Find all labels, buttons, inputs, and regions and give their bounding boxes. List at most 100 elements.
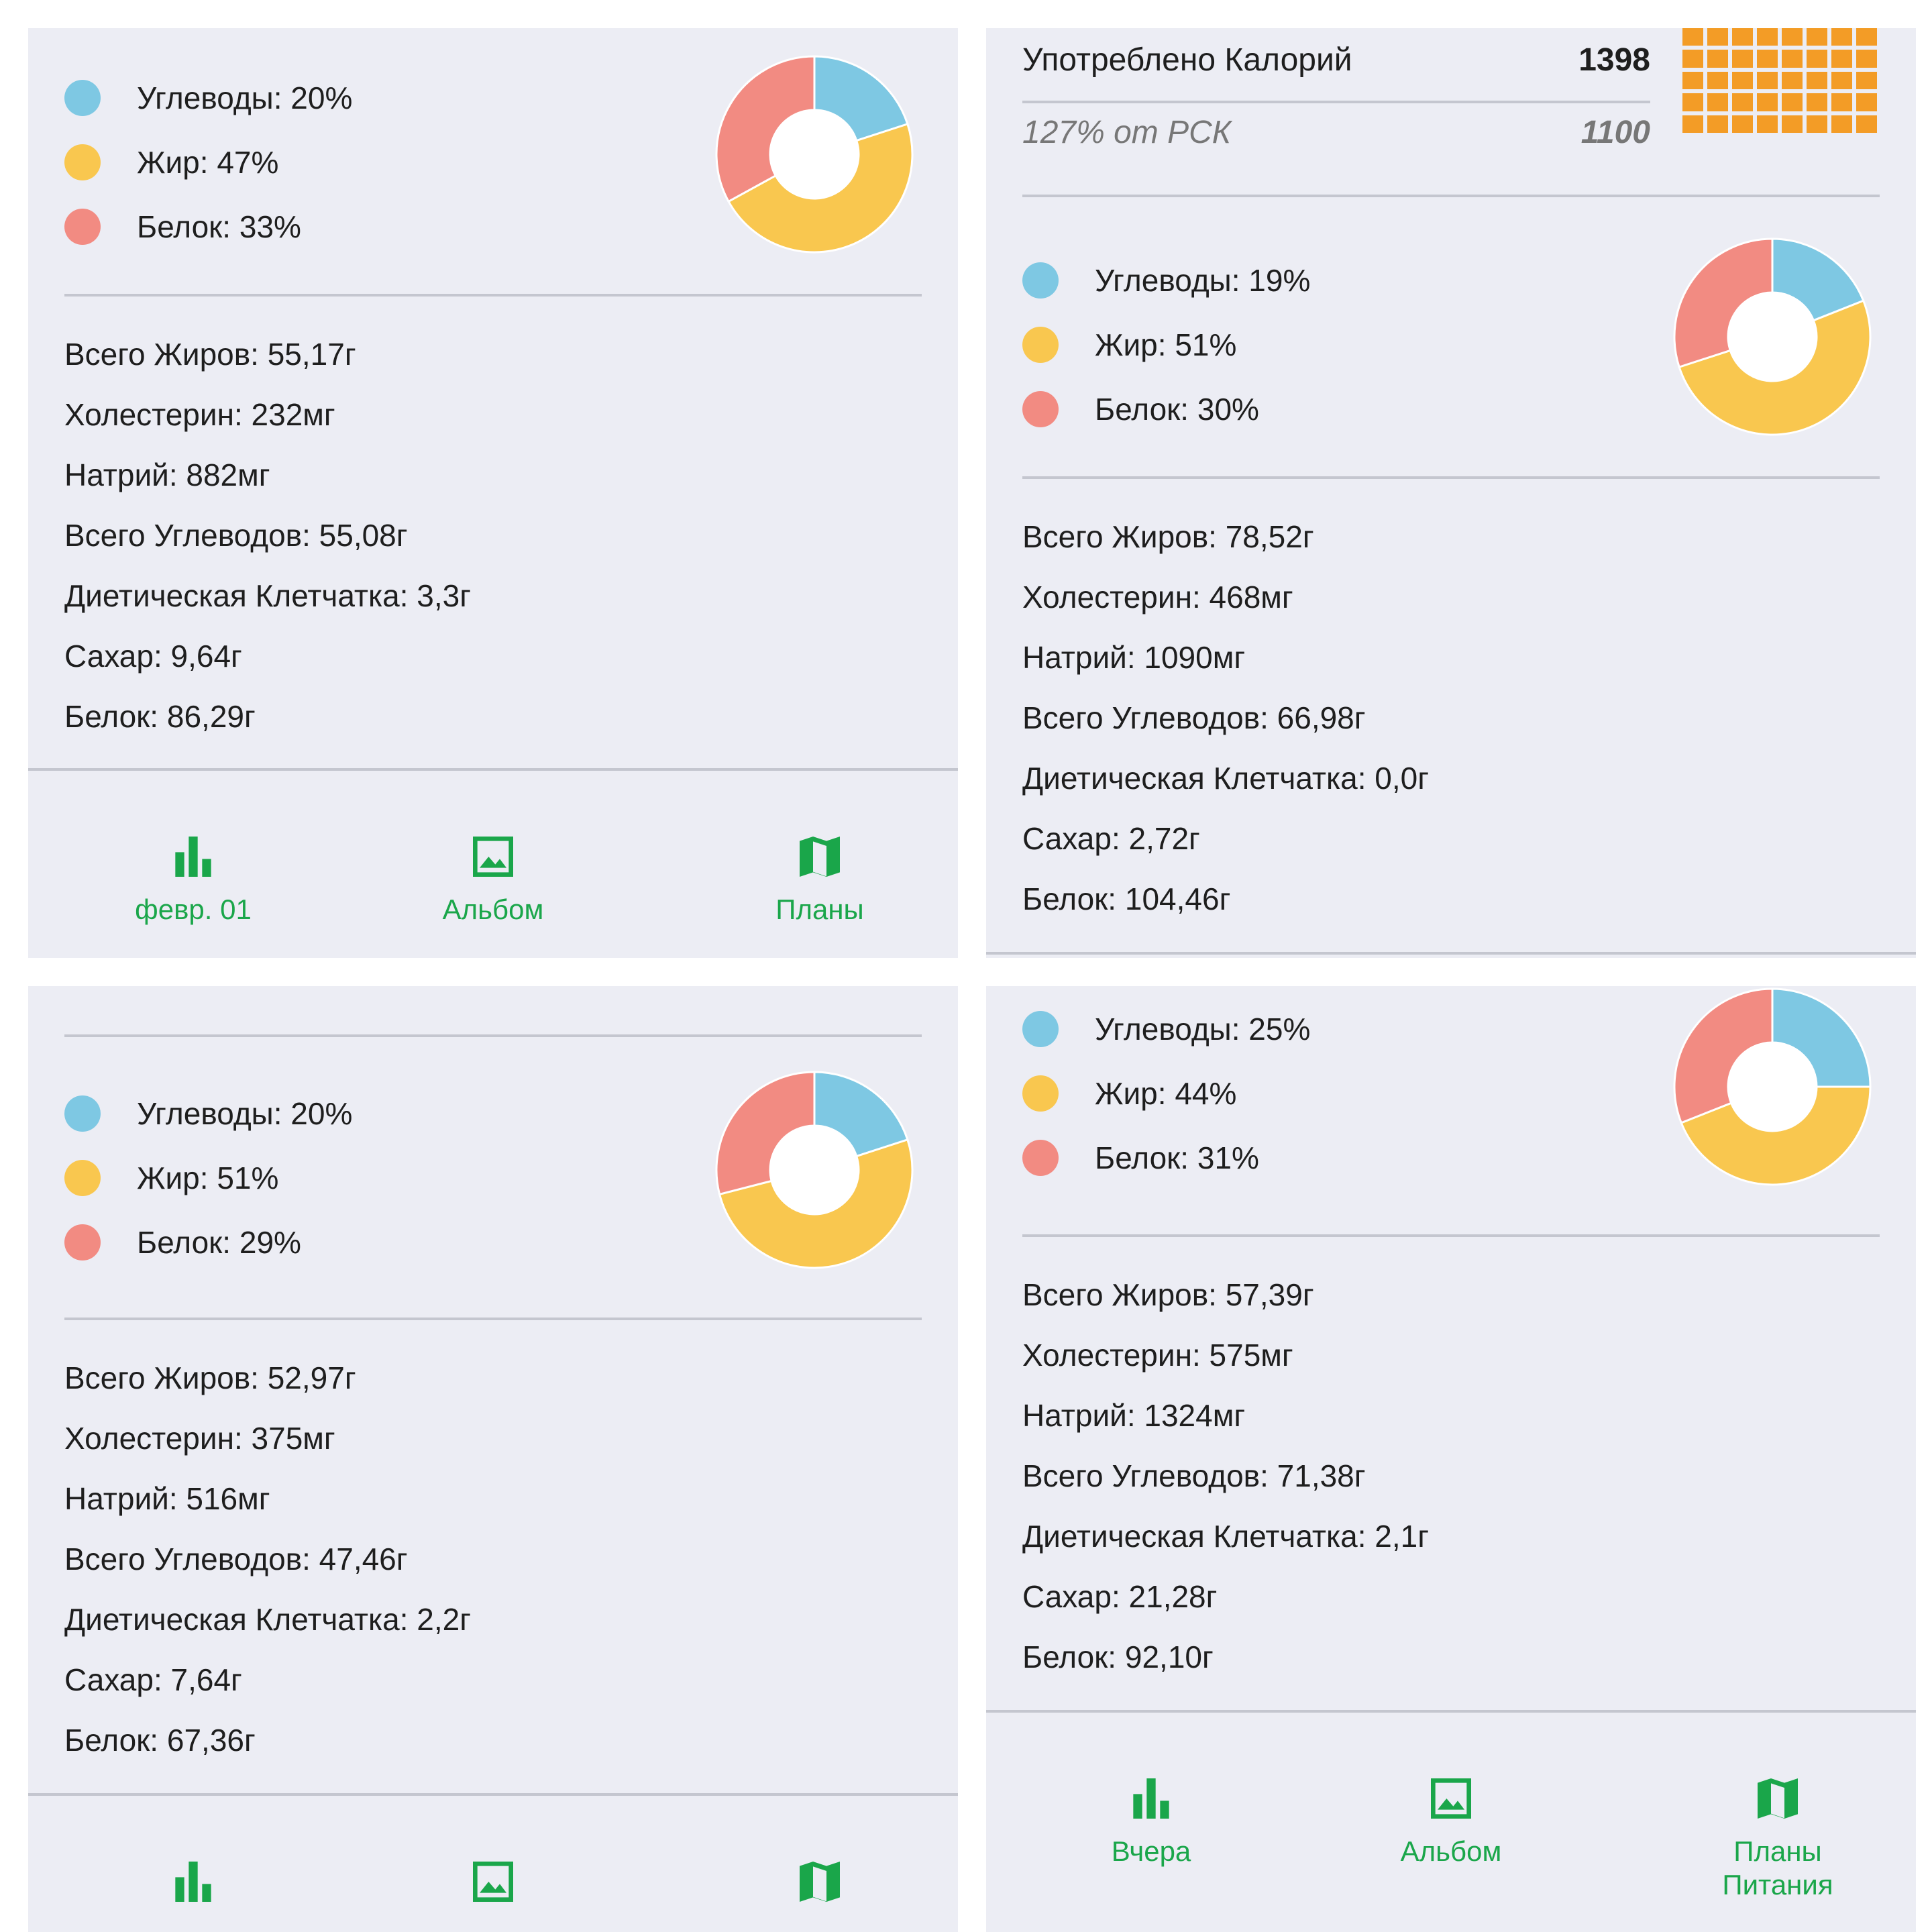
cholesterol: Холестерин: 375мг (64, 1421, 335, 1456)
protein: Белок: 67,36г (64, 1723, 256, 1758)
calories-target: 1100 (1580, 115, 1650, 150)
legend-fat: Жир: 51% (1022, 325, 1236, 365)
total-fat: Всего Жиров: 57,39г (1022, 1277, 1314, 1312)
tab-album[interactable]: Альбом (1330, 1772, 1572, 1868)
fat-dot-icon (64, 144, 101, 180)
total-carbs: Всего Углеводов: 66,98г (1022, 700, 1366, 735)
legend-carbs: Углеводы: 19% (1022, 260, 1310, 301)
donut-hole (1728, 1042, 1817, 1131)
tab-label: Вчера (1111, 1835, 1191, 1867)
map-icon (800, 837, 840, 877)
bar-chart-icon (175, 1862, 211, 1902)
total-fat: Всего Жиров: 52,97г (64, 1360, 356, 1395)
tab-label: Альбом (1400, 1835, 1502, 1867)
image-icon (473, 837, 513, 877)
divider (1022, 476, 1880, 479)
tab-album[interactable] (372, 1855, 614, 1909)
tabbar-divider (986, 1710, 1916, 1713)
sodium: Натрий: 1090мг (1022, 640, 1246, 675)
tab-label: февр. 01 (135, 894, 252, 925)
nutrition-panel-4: Углеводы: 25% Жир: 44% Белок: 31% Всего … (986, 986, 1916, 1932)
image-icon (1431, 1778, 1471, 1819)
legend-carbs: Углеводы: 20% (64, 78, 352, 118)
calories-percent: 127% от РСК (1022, 115, 1232, 150)
tab-album[interactable]: Альбом (372, 830, 614, 926)
legend-label: Белок: 31% (1095, 1140, 1259, 1175)
legend-label: Углеводы: 20% (137, 80, 353, 115)
legend-fat: Жир: 44% (1022, 1073, 1236, 1114)
sugar: Сахар: 21,28г (1022, 1579, 1218, 1614)
map-icon (800, 1862, 840, 1902)
macro-donut-chart (715, 1071, 914, 1269)
legend-label: Белок: 33% (137, 209, 301, 244)
bar-chart-icon (1133, 1778, 1169, 1819)
dietary-fiber: Диетическая Клетчатка: 3,3г (64, 578, 471, 613)
tab-plans[interactable]: Планы (699, 830, 941, 926)
image-icon (473, 1862, 513, 1902)
nutrition-panel-3: Углеводы: 20% Жир: 51% Белок: 29% Всего … (28, 986, 958, 1932)
total-carbs: Всего Углеводов: 71,38г (1022, 1458, 1366, 1493)
dietary-fiber: Диетическая Клетчатка: 2,1г (1022, 1519, 1429, 1554)
tab-meal-plans[interactable]: Планы Питания (1657, 1772, 1898, 1902)
carbs-dot-icon (64, 1095, 101, 1132)
nutrition-panel-1: Углеводы: 20% Жир: 47% Белок: 33% Всего … (28, 28, 958, 958)
tab-plans[interactable] (699, 1855, 941, 1909)
macro-donut-chart (1673, 237, 1872, 436)
sodium: Натрий: 1324мг (1022, 1398, 1246, 1433)
dietary-fiber: Диетическая Клетчатка: 2,2г (64, 1602, 471, 1637)
divider (64, 1318, 922, 1320)
fat-dot-icon (64, 1160, 101, 1196)
donut-hole (770, 110, 859, 199)
macro-donut-chart (715, 55, 914, 254)
map-icon (1758, 1778, 1798, 1819)
legend-label: Жир: 44% (1095, 1076, 1237, 1111)
donut-hole (770, 1126, 859, 1214)
legend-protein: Белок: 33% (64, 207, 301, 247)
legend-protein: Белок: 31% (1022, 1138, 1259, 1178)
protein: Белок: 86,29г (64, 699, 256, 734)
donut-hole (1728, 292, 1817, 381)
bottom-divider (986, 952, 1916, 955)
protein-dot-icon (64, 209, 101, 245)
divider (1022, 1234, 1880, 1237)
tab-stats[interactable]: февр. 01 (72, 830, 314, 926)
legend-fat: Жир: 51% (64, 1158, 278, 1198)
tab-yesterday[interactable]: Вчера (1030, 1772, 1272, 1868)
legend-label: Углеводы: 25% (1095, 1012, 1311, 1046)
legend-label: Белок: 29% (137, 1225, 301, 1260)
total-carbs: Всего Углеводов: 55,08г (64, 518, 408, 553)
sugar: Сахар: 9,64г (64, 639, 242, 674)
legend-label: Углеводы: 19% (1095, 263, 1311, 298)
calories-grid (1682, 28, 1877, 133)
sodium: Натрий: 516мг (64, 1481, 270, 1516)
legend-protein: Белок: 29% (64, 1222, 301, 1263)
tab-label: Планы (775, 894, 864, 925)
divider (1022, 195, 1880, 197)
legend-label: Жир: 51% (137, 1161, 279, 1195)
legend-label: Жир: 51% (1095, 327, 1237, 362)
protein-dot-icon (1022, 391, 1059, 427)
tab-label: Альбом (442, 894, 544, 925)
dietary-fiber: Диетическая Клетчатка: 0,0г (1022, 761, 1429, 796)
tab-stats[interactable] (72, 1855, 314, 1909)
cholesterol: Холестерин: 468мг (1022, 580, 1293, 614)
calories-title: Употреблено Калорий (1022, 42, 1352, 78)
nutrition-panel-2: Употреблено Калорий 1398 127% от РСК 110… (986, 28, 1916, 958)
bar-chart-icon (175, 837, 211, 877)
carbs-dot-icon (1022, 262, 1059, 299)
calories-divider (1022, 101, 1650, 103)
cropped-text (64, 986, 73, 1000)
fat-dot-icon (1022, 327, 1059, 363)
tab-label: Планы Питания (1722, 1835, 1833, 1900)
legend-label: Углеводы: 20% (137, 1096, 353, 1131)
cholesterol: Холестерин: 575мг (1022, 1338, 1293, 1373)
divider (64, 294, 922, 297)
protein: Белок: 92,10г (1022, 1640, 1214, 1674)
carbs-dot-icon (64, 80, 101, 116)
protein-dot-icon (64, 1224, 101, 1260)
total-fat: Всего Жиров: 55,17г (64, 337, 356, 372)
calories-value: 1398 (1578, 42, 1650, 78)
carbs-dot-icon (1022, 1011, 1059, 1047)
divider (64, 1034, 922, 1037)
legend-protein: Белок: 30% (1022, 389, 1259, 429)
